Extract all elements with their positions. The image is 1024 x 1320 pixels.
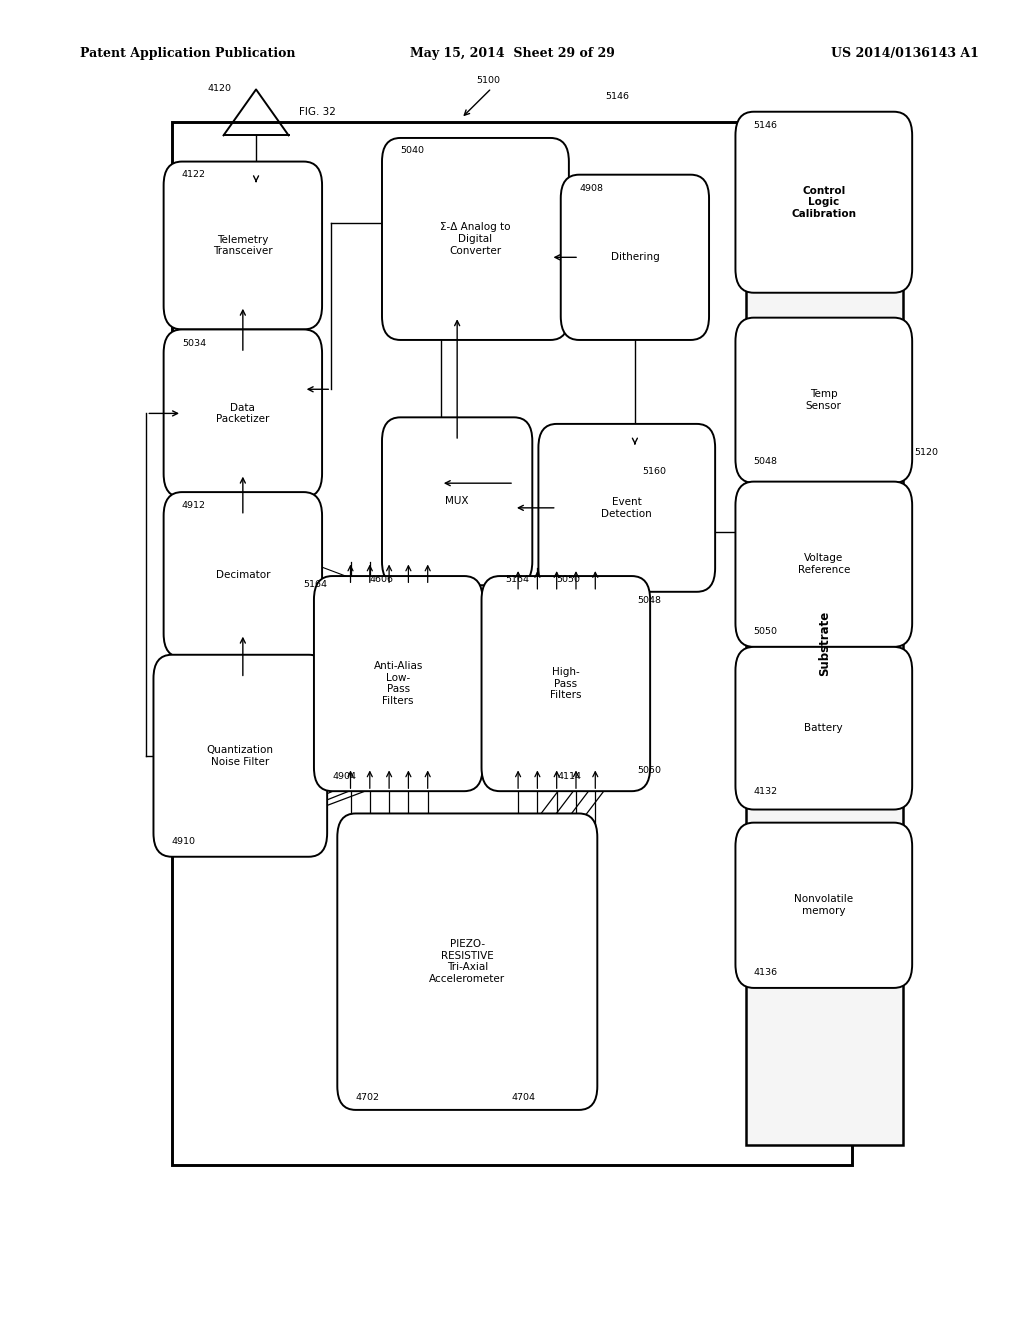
Text: 5164: 5164	[303, 581, 327, 589]
Text: MUX: MUX	[445, 496, 469, 507]
Text: 5048: 5048	[754, 457, 778, 466]
Text: 5164: 5164	[505, 576, 528, 583]
FancyBboxPatch shape	[164, 161, 323, 330]
Text: 5050: 5050	[557, 576, 581, 583]
FancyBboxPatch shape	[337, 813, 597, 1110]
Text: Telemetry
Transceiver: Telemetry Transceiver	[213, 235, 272, 256]
Text: 5160: 5160	[642, 467, 666, 477]
FancyBboxPatch shape	[735, 822, 912, 987]
Text: 5050: 5050	[637, 767, 660, 775]
FancyBboxPatch shape	[539, 424, 715, 591]
FancyBboxPatch shape	[172, 123, 852, 1166]
Text: Decimator: Decimator	[216, 570, 270, 579]
Text: US 2014/0136143 A1: US 2014/0136143 A1	[831, 48, 979, 61]
Text: 4136: 4136	[754, 969, 778, 977]
Text: 4132: 4132	[754, 788, 778, 796]
FancyBboxPatch shape	[164, 330, 323, 498]
FancyBboxPatch shape	[735, 318, 912, 483]
Text: 4704: 4704	[512, 1093, 536, 1102]
FancyBboxPatch shape	[382, 417, 532, 585]
Text: Quantization
Noise Filter: Quantization Noise Filter	[207, 744, 273, 767]
Text: 4114: 4114	[558, 772, 582, 780]
Text: May 15, 2014  Sheet 29 of 29: May 15, 2014 Sheet 29 of 29	[410, 48, 614, 61]
Text: 5120: 5120	[914, 447, 938, 457]
Text: High-
Pass
Filters: High- Pass Filters	[550, 667, 582, 700]
FancyBboxPatch shape	[314, 576, 482, 791]
Text: 5146: 5146	[605, 92, 630, 102]
Text: 4904: 4904	[332, 772, 356, 780]
Text: 4606: 4606	[370, 576, 394, 583]
FancyBboxPatch shape	[154, 655, 327, 857]
FancyBboxPatch shape	[745, 141, 903, 1146]
Text: Anti-Alias
Low-
Pass
Filters: Anti-Alias Low- Pass Filters	[374, 661, 423, 706]
Text: 5034: 5034	[182, 339, 206, 348]
Text: 5100: 5100	[476, 77, 501, 86]
FancyBboxPatch shape	[481, 576, 650, 791]
Text: FIG. 32: FIG. 32	[299, 107, 336, 116]
Text: Substrate: Substrate	[818, 611, 830, 676]
Text: 5040: 5040	[400, 147, 424, 154]
Text: Dithering: Dithering	[610, 252, 659, 263]
Text: Σ-Δ Analog to
Digital
Converter: Σ-Δ Analog to Digital Converter	[440, 222, 511, 256]
Text: 5146: 5146	[754, 121, 778, 131]
Text: Control
Logic
Calibration: Control Logic Calibration	[792, 186, 856, 219]
Text: Temp
Sensor: Temp Sensor	[806, 389, 842, 411]
Text: 4908: 4908	[579, 183, 603, 193]
Text: Patent Application Publication: Patent Application Publication	[80, 48, 296, 61]
Text: 5050: 5050	[754, 627, 778, 636]
Text: Battery: Battery	[805, 723, 843, 733]
FancyBboxPatch shape	[735, 647, 912, 809]
Text: 4702: 4702	[355, 1093, 380, 1102]
Text: Event
Detection: Event Detection	[601, 498, 652, 519]
Text: Nonvolatile
memory: Nonvolatile memory	[795, 895, 853, 916]
Text: 5048: 5048	[637, 595, 660, 605]
Text: Voltage
Reference: Voltage Reference	[798, 553, 850, 576]
FancyBboxPatch shape	[164, 492, 323, 657]
Text: Data
Packetizer: Data Packetizer	[216, 403, 269, 424]
Text: 4120: 4120	[207, 84, 231, 94]
FancyBboxPatch shape	[735, 112, 912, 293]
FancyBboxPatch shape	[735, 482, 912, 647]
Text: 4122: 4122	[182, 169, 206, 178]
Text: 4910: 4910	[172, 837, 196, 846]
Text: 4912: 4912	[182, 502, 206, 511]
Text: PIEZO-
RESISTIVE
Tri-Axial
Accelerometer: PIEZO- RESISTIVE Tri-Axial Accelerometer	[429, 940, 506, 985]
FancyBboxPatch shape	[382, 139, 569, 341]
FancyBboxPatch shape	[561, 174, 709, 341]
